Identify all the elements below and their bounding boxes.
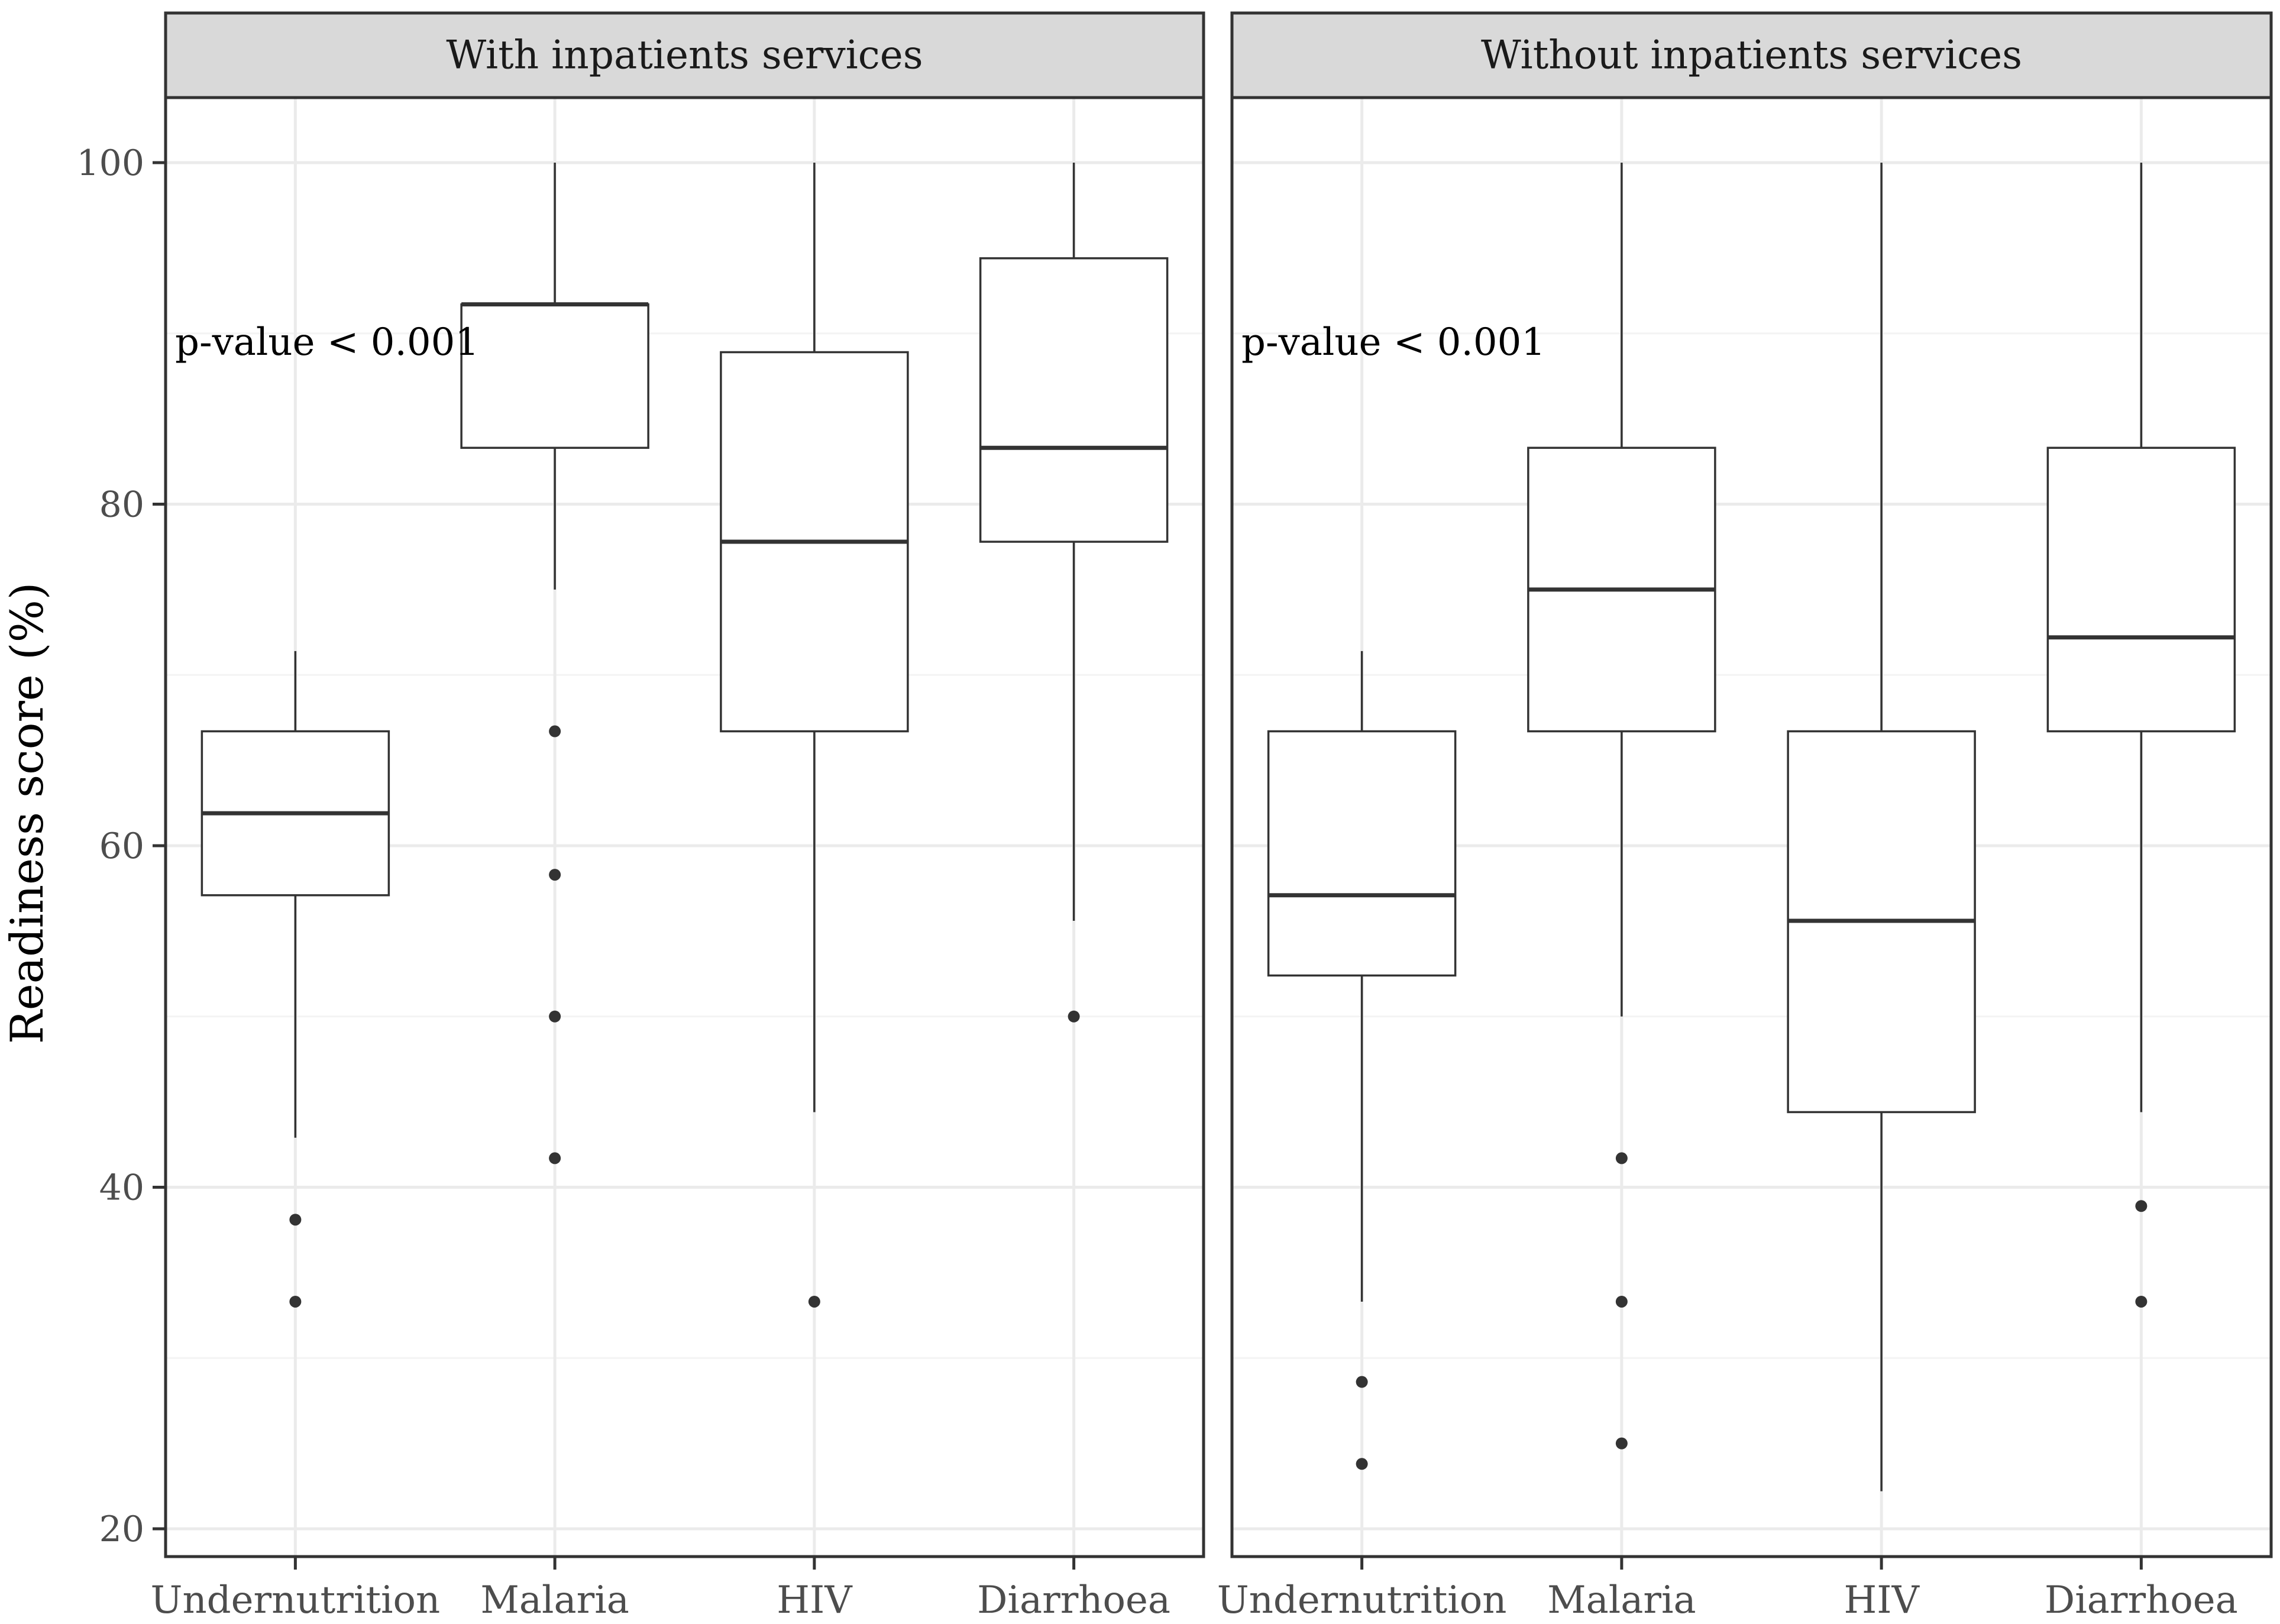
panel-border — [1230, 96, 2273, 1558]
outlier-point — [549, 1010, 561, 1023]
iqr-box — [2046, 447, 2236, 733]
facet-title: With inpatients services — [446, 33, 923, 78]
x-tick-label: Undernutrition — [151, 1578, 441, 1622]
x-tick-label: HIV — [1844, 1578, 1920, 1622]
outlier-point — [1615, 1437, 1628, 1450]
outlier-point — [2135, 1200, 2148, 1212]
box-hiv — [720, 163, 909, 1308]
box-diarrhoea — [2046, 163, 2236, 1308]
facet-panel-1: Without inpatients services p-value < 0.0… — [1217, 11, 2273, 1622]
p-value-annotation: p-value < 0.001 — [175, 321, 479, 364]
iqr-box — [460, 303, 649, 449]
box-hiv — [1787, 163, 1976, 1492]
box-malaria — [460, 163, 649, 1164]
iqr-box — [1267, 730, 1457, 977]
outlier-point — [289, 1214, 302, 1226]
outlier-point — [1068, 1010, 1080, 1023]
y-tick-label: 60 — [99, 826, 144, 867]
panel-border — [164, 96, 1205, 1558]
outlier-point — [2135, 1295, 2148, 1308]
x-tick-label: Diarrhoea — [2045, 1578, 2238, 1622]
outlier-point — [1615, 1152, 1628, 1164]
outlier-point — [289, 1295, 302, 1308]
outlier-point — [1615, 1295, 1628, 1308]
box-diarrhoea — [979, 163, 1169, 1023]
facet-title: Without inpatients services — [1481, 33, 2022, 78]
y-axis-title: Readiness score (%) — [1, 583, 53, 1044]
box-undernutrition — [1267, 651, 1457, 1470]
box-malaria — [1527, 163, 1716, 1450]
outlier-point — [549, 1152, 561, 1164]
y-tick-label: 100 — [76, 143, 144, 184]
y-tick-label: 40 — [99, 1167, 144, 1209]
iqr-box — [979, 257, 1169, 543]
outlier-point — [1356, 1458, 1368, 1470]
y-tick-label: 20 — [99, 1509, 144, 1550]
facet-strip — [1230, 11, 2273, 99]
box-undernutrition — [200, 651, 390, 1308]
facet-strip — [164, 11, 1205, 99]
y-tick-label: 80 — [99, 484, 144, 526]
p-value-annotation: p-value < 0.001 — [1241, 321, 1545, 364]
facet-panels: With inpatients services p-value < 0.001 U… — [76, 11, 2273, 1622]
outlier-point — [549, 725, 561, 737]
outlier-point — [808, 1295, 820, 1308]
x-tick-label: Malaria — [480, 1578, 629, 1622]
x-tick-label: Malaria — [1547, 1578, 1696, 1622]
outlier-point — [549, 869, 561, 881]
x-tick-label: HIV — [777, 1578, 853, 1622]
x-tick-label: Diarrhoea — [977, 1578, 1170, 1622]
outlier-point — [1356, 1376, 1368, 1388]
facet-panel-0: With inpatients services p-value < 0.001 U… — [76, 11, 1205, 1622]
x-tick-label: Undernutrition — [1217, 1578, 1507, 1622]
